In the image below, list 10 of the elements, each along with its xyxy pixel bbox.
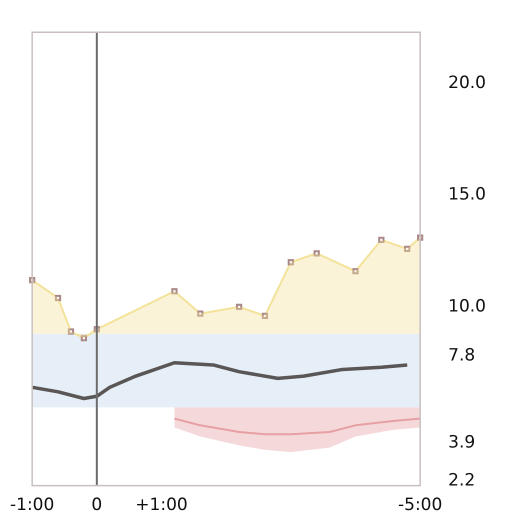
y-tick-label: 3.9 — [448, 432, 476, 453]
x-tick-label: +1:00 — [135, 495, 188, 516]
y-tick-label: 15.0 — [448, 184, 486, 205]
x-tick-label: -1:00 — [10, 495, 54, 516]
y-tick-label: 2.2 — [448, 470, 476, 491]
y-tick-label: 7.8 — [448, 345, 476, 366]
x-tick-label: 0 — [91, 495, 102, 516]
y-tick-label: 10.0 — [448, 296, 486, 316]
y-tick-label: 20.0 — [448, 72, 486, 93]
x-tick-label: -5:00 — [398, 495, 442, 516]
